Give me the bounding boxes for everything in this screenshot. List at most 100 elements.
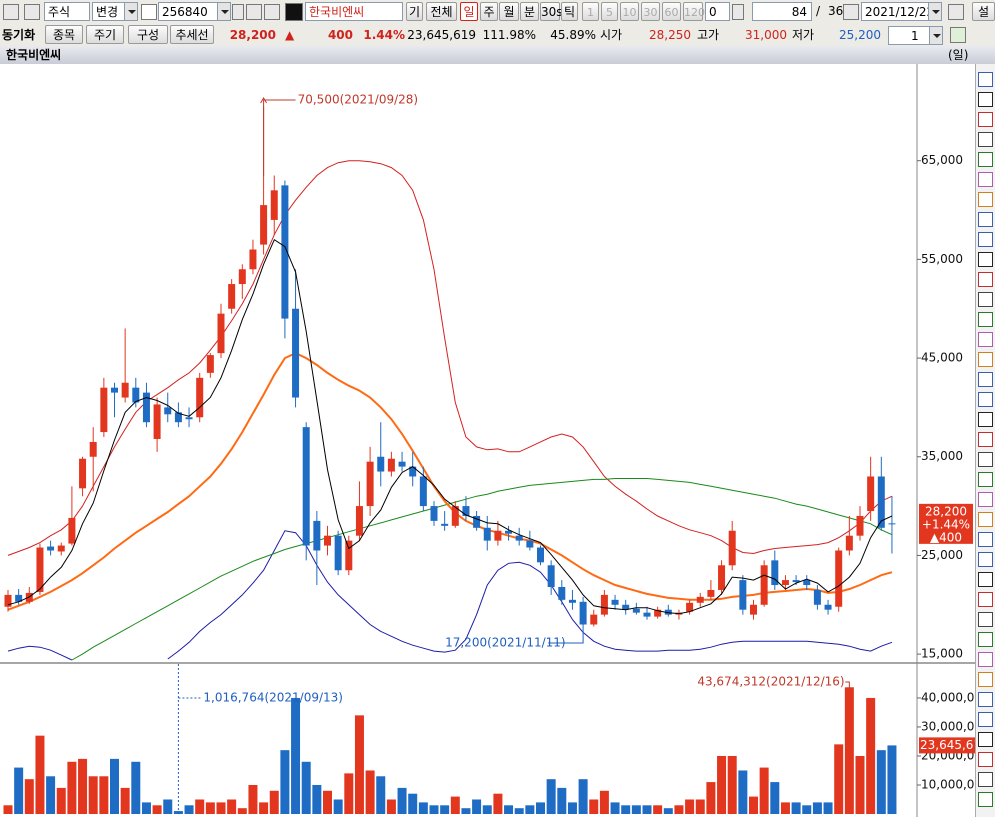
icon[interactable] [948,4,964,20]
arrow: ▲ [285,28,295,42]
icon[interactable] [264,4,280,20]
visible-input[interactable]: 84 [752,2,812,21]
count-input[interactable]: 0 [705,2,730,21]
tool-icon[interactable] [978,652,993,667]
tool-icon[interactable] [978,612,993,627]
candle-body [238,269,246,285]
tool-icon[interactable] [978,712,993,727]
tool-icon[interactable] [978,672,993,687]
button[interactable]: 기 [406,2,423,21]
tool-icon[interactable] [978,692,993,707]
indicator-line [71,478,893,661]
tool-icon[interactable] [978,332,993,347]
interval-button[interactable]: 5 [601,2,618,21]
period-button[interactable]: 틱 [561,2,578,21]
date-input[interactable]: 2021/12/22 [861,2,941,21]
tool-icon[interactable] [978,352,993,367]
settings-button[interactable]: 설 [972,2,995,21]
market-select[interactable]: 주식 [44,2,90,21]
button[interactable]: 전체 [426,2,457,21]
candle-body [217,313,225,354]
interval-button[interactable]: 120 [683,2,705,21]
interval-button[interactable]: 10 [620,2,639,21]
name-input[interactable]: 한국비엔씨 [305,2,403,21]
spinner[interactable] [732,4,744,20]
tool-icon[interactable] [978,432,993,447]
tool-icon[interactable] [978,452,993,467]
volume-bar [386,799,396,814]
icon[interactable] [3,4,19,20]
spinner[interactable] [232,4,244,20]
code: 256840 [162,5,208,19]
button[interactable]: 주기 [86,25,124,44]
tool-icon[interactable] [978,392,993,407]
volume-bar [493,793,503,814]
tool-icon[interactable] [978,552,993,567]
tool-icon[interactable] [978,172,993,187]
period-button[interactable]: 일 [460,2,478,21]
volume-bar [610,802,620,814]
tool-icon[interactable] [978,572,993,587]
volume-bar [461,808,471,814]
dropdown-arrow[interactable] [928,2,942,21]
interval-button[interactable]: 1 [582,2,599,21]
tool-icon[interactable] [978,312,993,327]
candle-body [89,441,97,457]
icon[interactable] [843,4,859,20]
tool-icon[interactable] [978,212,993,227]
tool-icon[interactable] [978,412,993,427]
volume-bar [823,802,833,814]
dropdown-arrow[interactable] [217,2,231,21]
period-button[interactable]: 월 [499,2,519,21]
tool-icon[interactable] [978,512,993,527]
button[interactable]: 구성 [128,25,168,44]
volume-bar [482,805,492,814]
tool-icon[interactable] [978,532,993,547]
period-button[interactable]: 분 [520,2,539,21]
tool-icon[interactable] [978,632,993,647]
candle-body [537,547,544,563]
icon[interactable] [24,4,40,20]
volume-bar [546,779,556,814]
candle-body [568,599,576,603]
icon[interactable] [141,4,157,20]
tool-icon[interactable] [978,792,993,807]
dropdown-arrow[interactable] [124,2,138,21]
button[interactable]: 추세선 [170,25,214,44]
label: 기 [408,5,421,19]
code-input[interactable]: 256840 [158,2,230,21]
tool-icon[interactable] [978,272,993,287]
period-button[interactable]: 30s [540,2,563,21]
tool-icon[interactable] [978,92,993,107]
tool-icon[interactable] [978,372,993,387]
tool-icon[interactable] [978,112,993,127]
candle-body [473,515,481,528]
period-button[interactable]: 주 [480,2,498,21]
icon[interactable] [285,3,303,21]
tool-icon[interactable] [978,732,993,747]
tool-icon[interactable] [978,752,993,767]
candle-body [281,185,289,319]
tool-icon[interactable] [978,592,993,607]
candle-body [302,427,310,546]
button[interactable]: 종목 [45,25,83,44]
candle-body [68,517,76,544]
add-icon[interactable] [950,27,966,43]
tool-icon[interactable] [978,132,993,147]
tool-icon[interactable] [978,772,993,787]
search-icon[interactable] [246,4,262,20]
dropdown-arrow[interactable] [929,26,943,45]
tool-icon[interactable] [978,152,993,167]
tool-icon[interactable] [978,232,993,247]
tool-icon[interactable] [978,72,993,87]
tool-icon[interactable] [978,292,993,307]
tool-icon[interactable] [978,252,993,267]
candle-body [760,565,768,605]
interval-button[interactable]: 30 [641,2,660,21]
tool-icon[interactable] [978,492,993,507]
tool-icon[interactable] [978,192,993,207]
low-label: 저가 [792,28,815,42]
tool-icon[interactable] [978,472,993,487]
interval-button[interactable]: 60 [662,2,681,21]
